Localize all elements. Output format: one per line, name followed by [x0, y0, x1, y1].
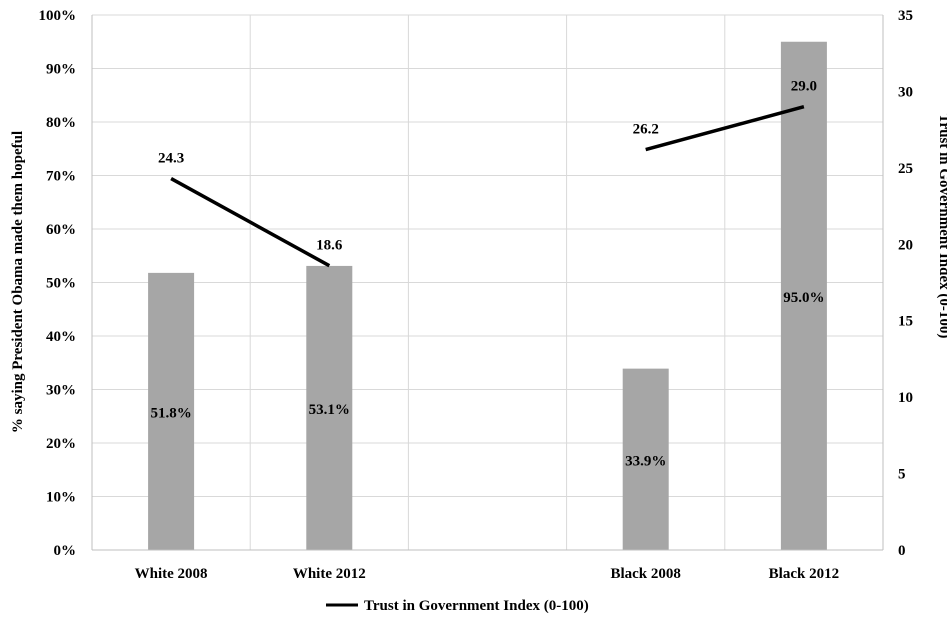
y-tick-left: 100% [39, 8, 77, 24]
bar [622, 368, 669, 550]
x-tick-label: White 2008 [135, 566, 208, 582]
y-axis-title-right: Trust in Government Index (0-100) [936, 114, 947, 339]
bar-series [148, 41, 827, 550]
y-tick-right: 0 [898, 543, 906, 559]
bar [148, 272, 195, 550]
y-tick-left: 80% [46, 115, 76, 131]
bar-data-label: 95.0% [783, 290, 824, 306]
y-tick-right: 25 [898, 161, 913, 177]
y-tick-left: 20% [46, 436, 76, 452]
y-tick-right: 20 [898, 237, 913, 253]
bar-data-label: 33.9% [625, 453, 666, 469]
bar-data-label: 51.8% [150, 405, 191, 421]
bar [780, 41, 827, 550]
trust-index-line [170, 177, 331, 268]
x-tick-label: White 2012 [293, 566, 366, 582]
y-tick-left: 70% [46, 169, 76, 185]
x-tick-label: Black 2012 [769, 566, 839, 582]
line-data-label: 29.0 [791, 79, 817, 95]
y-tick-right: 35 [898, 8, 913, 24]
y-tick-right: 30 [898, 84, 913, 100]
legend-label: Trust in Government Index (0-100) [364, 598, 589, 614]
line-data-label: 24.3 [158, 151, 184, 167]
trust-index-line [645, 105, 805, 152]
axes: 0% 10% 20% 30% 40% 50% 60% 70% 80% 90% 100% 0 5 10 15 2… [39, 8, 914, 582]
line-series [170, 105, 805, 268]
y-tick-right: 5 [898, 467, 906, 483]
legend: Trust in Government Index (0-100) [326, 598, 589, 614]
y-tick-left: 40% [46, 329, 76, 345]
data-labels: 51.8% 53.1% 33.9% 95.0% 24.3 18.6 26.2 29.0 [150, 79, 824, 470]
y-tick-left: 10% [46, 490, 76, 506]
y-tick-right: 15 [898, 314, 913, 330]
line-data-label: 18.6 [316, 238, 343, 254]
x-tick-label: Black 2008 [610, 566, 680, 582]
y-tick-left: 30% [46, 383, 76, 399]
line-data-label: 26.2 [633, 122, 659, 138]
y-tick-left: 90% [46, 62, 76, 78]
bar-data-label: 53.1% [309, 402, 350, 418]
y-tick-left: 50% [46, 276, 76, 292]
bar [306, 265, 353, 550]
y-axis-title-left: % saying President Obama made them hopef… [10, 131, 26, 433]
y-tick-left: 60% [46, 222, 76, 238]
y-tick-right: 10 [898, 390, 913, 406]
gridlines [92, 14, 883, 550]
y-tick-left: 0% [54, 543, 77, 559]
